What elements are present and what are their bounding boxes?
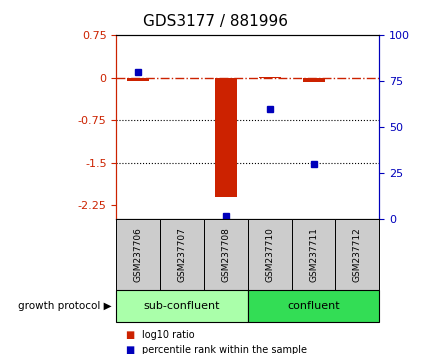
Bar (258, 77, 280, 78)
Text: GSM237706: GSM237706 (133, 227, 142, 282)
Text: GDS3177 / 881996: GDS3177 / 881996 (143, 14, 287, 29)
Text: GSM237711: GSM237711 (308, 227, 317, 282)
Text: GSM237712: GSM237712 (352, 228, 361, 282)
Text: sub-confluent: sub-confluent (144, 301, 220, 311)
Text: percentile rank within the sample: percentile rank within the sample (142, 346, 307, 354)
Text: GSM237707: GSM237707 (177, 227, 186, 282)
Text: log10 ratio: log10 ratio (142, 330, 194, 339)
Text: growth protocol ▶: growth protocol ▶ (18, 301, 112, 311)
Text: GSM237710: GSM237710 (264, 227, 273, 282)
Text: GSM237708: GSM237708 (221, 227, 230, 282)
FancyBboxPatch shape (291, 219, 335, 290)
Bar (302, 78, 324, 82)
FancyBboxPatch shape (160, 219, 203, 290)
FancyBboxPatch shape (335, 219, 378, 290)
Bar (215, 78, 236, 197)
Text: confluent: confluent (286, 301, 339, 311)
FancyBboxPatch shape (247, 219, 291, 290)
FancyBboxPatch shape (247, 290, 378, 322)
FancyBboxPatch shape (203, 219, 247, 290)
Text: ■: ■ (125, 346, 134, 354)
FancyBboxPatch shape (116, 290, 247, 322)
FancyBboxPatch shape (116, 219, 160, 290)
Text: ■: ■ (125, 330, 134, 339)
Bar (127, 78, 149, 81)
